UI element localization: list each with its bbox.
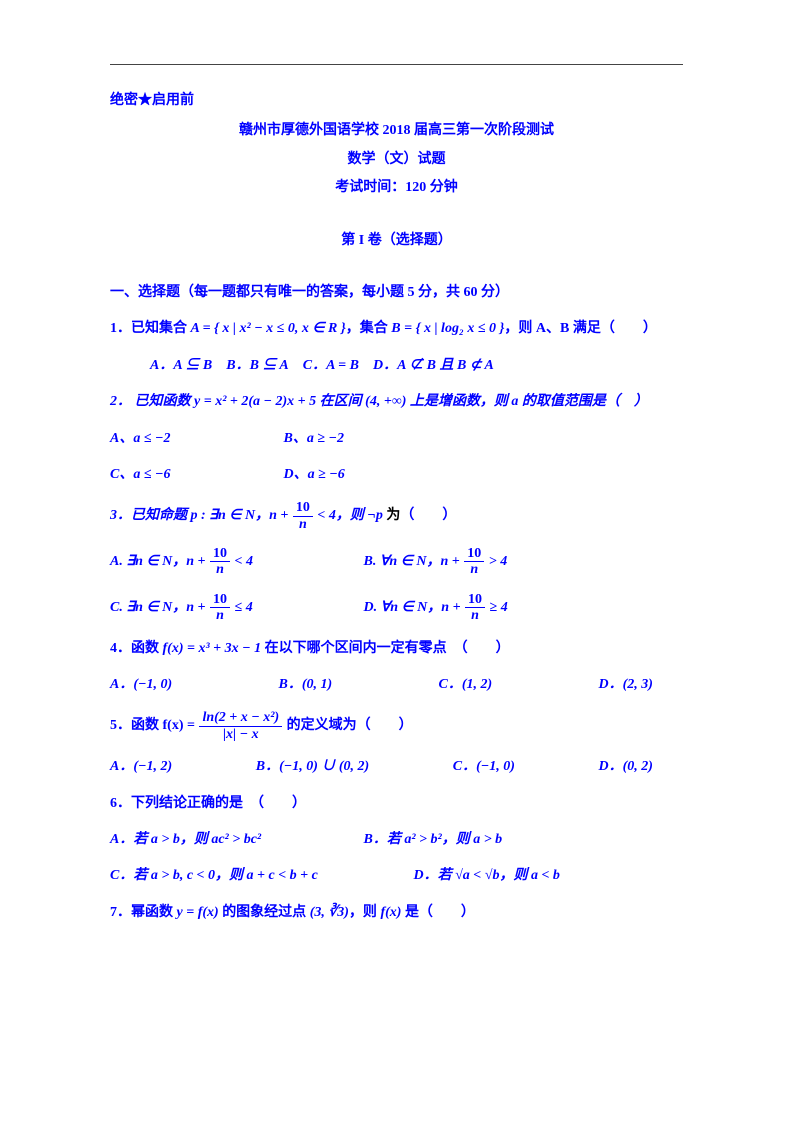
q3-post: < 4，则 ¬p (314, 508, 386, 523)
q6-opt-c: C．若 a > b, c < 0，则 a + c < b + c (110, 865, 410, 887)
q3d-num: 10 (465, 592, 485, 608)
q6-options-row1: A．若 a > b，则 ac² > bc² B．若 a² > b²，则 a > … (110, 829, 683, 851)
q5-den: |x| − x (199, 727, 282, 742)
q3d-den: n (465, 608, 485, 623)
exam-title: 赣州市厚德外国语学校 2018 届高三第一次阶段测试 (110, 120, 683, 142)
question-6: 6．下列结论正确的是 （ ） (110, 793, 683, 815)
q3-options-row2: C. ∃n ∈ N，n + 10n ≤ 4 D. ∀n ∈ N，n + 10n … (110, 592, 683, 624)
volume-heading: 第 I 卷（选择题） (110, 230, 683, 252)
q5-options: A．(−1, 2) B．(−1, 0) ∪ (0, 2) C．(−1, 0) D… (110, 756, 683, 778)
q7-yfx: y = f(x) (177, 905, 219, 920)
question-3: 3．已知命题 p : ∃n ∈ N，n + 10n < 4，则 ¬p 为（ ） (110, 500, 683, 532)
q1-opt-b: B．B ⊆ A (226, 358, 289, 373)
q1-B: B = { x | log₂ x ≤ 0 } (391, 321, 504, 336)
q3c-den: n (210, 608, 230, 623)
q6-opt-b: B．若 a² > b²，则 a > b (364, 832, 503, 847)
question-7: 7．幂函数 y = f(x) 的图象经过点 (3, ∛3)，则 f(x) 是（ … (110, 902, 683, 924)
q3a-den: n (210, 562, 230, 577)
q3b-den: n (464, 562, 484, 577)
q3a-frac: 10n (210, 546, 230, 578)
q1-options: A．A ⊆ B B．B ⊆ A C．A = B D．A ⊄ B 且 B ⊄ A (150, 355, 683, 377)
q4-opt-d: D．(2, 3) (599, 674, 653, 696)
q3-wei: 为 (386, 508, 400, 523)
q7-pre: 7．幂函数 (110, 905, 177, 920)
q5-opt-b: B．(−1, 0) ∪ (0, 2) (256, 756, 369, 778)
q3-frac: 10n (293, 500, 313, 532)
q1-pre: 1．已知集合 (110, 321, 191, 336)
q4-fx: f(x) = x³ + 3x − 1 (163, 641, 262, 656)
top-rule (110, 64, 683, 65)
q1-A: A = { x | x² − x ≤ 0, x ∈ R } (191, 321, 346, 336)
section-heading: 一、选择题（每一题都只有唯一的答案，每小题 5 分，共 60 分） (110, 282, 683, 304)
q3-pre: 3．已知命题 p : ∃n ∈ N， (110, 508, 269, 523)
q3c-frac: 10n (210, 592, 230, 624)
q7-mid: 的图象经过点 (219, 905, 310, 920)
q1-opt-a: A．A ⊆ B (150, 358, 212, 373)
q3a-post: < 4 (231, 554, 253, 569)
q5-opt-c: C．(−1, 0) (453, 756, 515, 778)
q2-opt-d: D、a ≥ −6 (284, 467, 345, 482)
q4-options: A．(−1, 0) B．(0, 1) C．(1, 2) D．(2, 3) (110, 674, 683, 696)
q5-frac: ln(2 + x − x²)|x| − x (199, 710, 282, 742)
q5-num: ln(2 + x − x²) (199, 710, 282, 726)
q5-opt-d: D．(0, 2) (599, 756, 653, 778)
q3d-pre: D. ∀n ∈ N，n + (364, 600, 465, 615)
q2-options-row1: A、a ≤ −2 B、a ≥ −2 (110, 428, 683, 450)
question-1: 1．已知集合 A = { x | x² − x ≤ 0, x ∈ R }，集合 … (110, 318, 683, 340)
q7-pt: (3, ∛3) (310, 905, 349, 920)
q3-frac-den: n (293, 517, 313, 532)
q1-opt-c: C．A = B (303, 358, 359, 373)
q1-opt-d: D．A ⊄ B 且 B ⊄ A (373, 358, 494, 373)
q6-options-row2: C．若 a > b, c < 0，则 a + c < b + c D．若 √a … (110, 865, 683, 887)
q3b-num: 10 (464, 546, 484, 562)
q4-pre: 4．函数 (110, 641, 163, 656)
q2-opt-a: A、a ≤ −2 (110, 428, 280, 450)
q3-options-row1: A. ∃n ∈ N，n + 10n < 4 B. ∀n ∈ N，n + 10n … (110, 546, 683, 578)
q2-stem: 2． 已知函数 y = x² + 2(a − 2)x + 5 在区间 (4, +… (110, 394, 648, 409)
q1-mid: ，集合 (346, 321, 392, 336)
q4-opt-b: B．(0, 1) (279, 674, 333, 696)
q5-opt-a: A．(−1, 2) (110, 756, 172, 778)
q2-opt-b: B、a ≥ −2 (284, 431, 345, 446)
q7-fx2: f(x) (380, 905, 401, 920)
q3-tail: （ ） (400, 508, 456, 523)
q3c-pre: C. ∃n ∈ N，n + (110, 600, 209, 615)
q3-frac-num: 10 (293, 500, 313, 516)
question-2: 2． 已知函数 y = x² + 2(a − 2)x + 5 在区间 (4, +… (110, 391, 683, 413)
q3c-num: 10 (210, 592, 230, 608)
q3-nplus: n + (269, 508, 292, 523)
exam-time: 考试时间：120 分钟 (110, 177, 683, 199)
question-4: 4．函数 f(x) = x³ + 3x − 1 在以下哪个区间内一定有零点 （ … (110, 638, 683, 660)
q4-opt-a: A．(−1, 0) (110, 674, 172, 696)
subject: 数学（文）试题 (110, 149, 683, 171)
q5-pre: 5．函数 f(x) = (110, 719, 198, 734)
page: 绝密★启用前 赣州市厚德外国语学校 2018 届高三第一次阶段测试 数学（文）试… (0, 0, 793, 978)
q3b-post: > 4 (485, 554, 507, 569)
q7-post1: ，则 (349, 905, 381, 920)
q4-opt-c: C．(1, 2) (439, 674, 493, 696)
secret-label: 绝密★启用前 (110, 90, 683, 112)
q2-opt-c: C、a ≤ −6 (110, 464, 280, 486)
q3d-post: ≥ 4 (486, 600, 508, 615)
q3d-frac: 10n (465, 592, 485, 624)
q3a-num: 10 (210, 546, 230, 562)
q6-opt-d: D．若 √a < √b，则 a < b (414, 868, 560, 883)
q4-post: 在以下哪个区间内一定有零点 （ ） (261, 641, 510, 656)
q3a-pre: A. ∃n ∈ N，n + (110, 554, 209, 569)
q3c-post: ≤ 4 (231, 600, 253, 615)
q5-post: 的定义域为（ ） (283, 719, 413, 734)
q3b-pre: B. ∀n ∈ N，n + (364, 554, 464, 569)
q6-opt-a: A．若 a > b，则 ac² > bc² (110, 829, 360, 851)
q1-post: ，则 A、B 满足（ ） (504, 321, 656, 336)
q7-post2: 是（ ） (401, 905, 475, 920)
question-5: 5．函数 f(x) = ln(2 + x − x²)|x| − x 的定义域为（… (110, 710, 683, 742)
q2-options-row2: C、a ≤ −6 D、a ≥ −6 (110, 464, 683, 486)
q3b-frac: 10n (464, 546, 484, 578)
